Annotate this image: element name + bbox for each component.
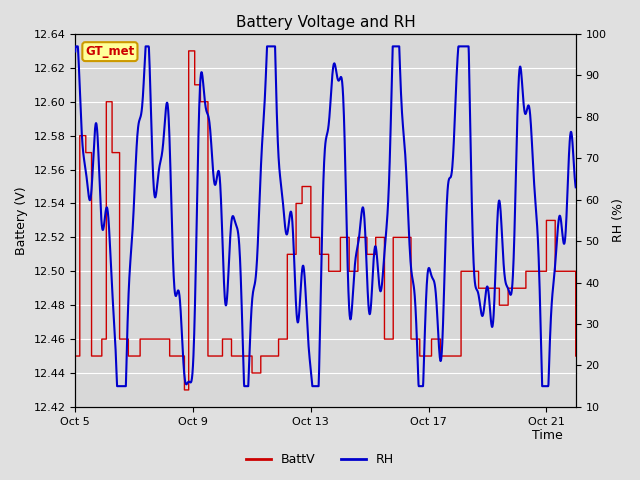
Text: GT_met: GT_met bbox=[85, 45, 134, 58]
Y-axis label: Battery (V): Battery (V) bbox=[15, 186, 28, 255]
Text: Time: Time bbox=[532, 429, 563, 442]
Y-axis label: RH (%): RH (%) bbox=[612, 198, 625, 242]
Title: Battery Voltage and RH: Battery Voltage and RH bbox=[236, 15, 415, 30]
Legend: BattV, RH: BattV, RH bbox=[241, 448, 399, 471]
